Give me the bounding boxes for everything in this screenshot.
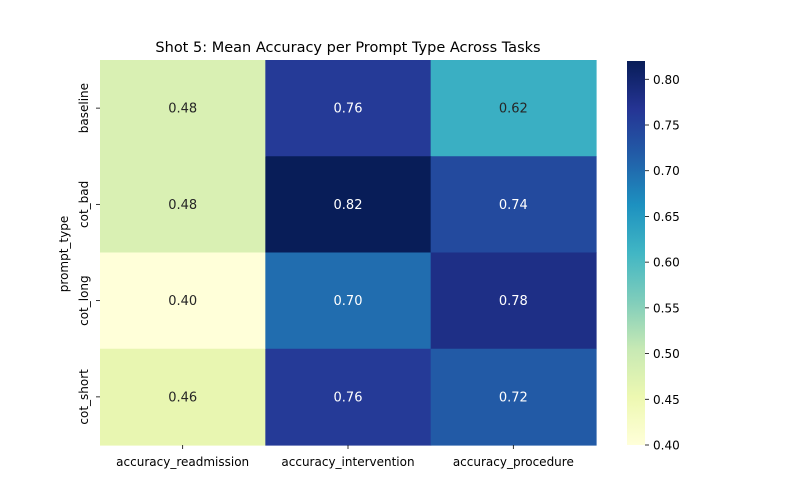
colorbar-tick-label-0.55: 0.55 — [653, 301, 680, 315]
heatmap-cell-cot_long-accuracy_readmission — [100, 252, 266, 350]
colorbar: 0.40 0.45 0.50 0.55 0.60 0.65 0.70 0.75 0.80 — [627, 61, 680, 453]
y-tick-label-cot_bad: cot_bad — [77, 181, 91, 228]
chart-title: Shot 5: Mean Accuracy per Prompt Type Ac… — [155, 40, 540, 56]
heatmap-cell-cot_bad-accuracy_readmission — [100, 156, 266, 254]
y-axis-label: prompt_type — [57, 216, 71, 292]
heatmap-cell-baseline-accuracy_procedure — [430, 60, 597, 157]
cell-value-label-cot_bad-accuracy_readmission: 0.48 — [168, 198, 197, 213]
colorbar-tick-label-0.75: 0.75 — [653, 119, 680, 133]
colorbar-ticks: 0.40 0.45 0.50 0.55 0.60 0.65 0.70 0.75 0.80 — [645, 73, 680, 453]
x-tick-label-accuracy_intervention: accuracy_intervention — [281, 455, 414, 469]
x-tick-label-accuracy_readmission: accuracy_readmission — [116, 455, 249, 469]
colorbar-tick-label-0.70: 0.70 — [653, 164, 680, 178]
colorbar-tick-label-0.65: 0.65 — [653, 210, 680, 224]
y-axis: baseline cot_bad cot_long cot_short — [77, 83, 100, 425]
cell-value-label-cot_short-accuracy_readmission: 0.46 — [168, 390, 197, 405]
heatmap-cell-labels: 0.48 0.76 0.62 0.48 0.82 0.74 0.40 0.70 0.78 0.46… — [168, 102, 528, 406]
heatmap-cell-cot_long-accuracy_intervention — [265, 252, 432, 350]
colorbar-tick-label-0.45: 0.45 — [653, 393, 680, 407]
heatmap-cell-cot_long-accuracy_procedure — [430, 252, 597, 350]
heatmap-cell-cot_bad-accuracy_intervention — [265, 156, 432, 254]
y-tick-label-cot_long: cot_long — [77, 275, 91, 326]
cell-value-label-baseline-accuracy_readmission: 0.48 — [168, 102, 197, 117]
heatmap-cell-baseline-accuracy_readmission — [100, 60, 266, 157]
cell-value-label-baseline-accuracy_intervention: 0.76 — [334, 102, 363, 117]
colorbar-tick-label-0.50: 0.50 — [653, 347, 680, 361]
cell-value-label-cot_bad-accuracy_intervention: 0.82 — [334, 198, 363, 213]
x-tick-label-accuracy_procedure: accuracy_procedure — [453, 455, 574, 469]
colorbar-tick-label-0.60: 0.60 — [653, 256, 680, 270]
colorbar-gradient — [627, 61, 645, 445]
heatmap-cell-cot_short-accuracy_intervention — [265, 348, 432, 446]
y-tick-label-cot_short: cot_short — [77, 369, 91, 425]
cell-value-label-cot_short-accuracy_procedure: 0.72 — [499, 390, 528, 405]
heatmap-cell-baseline-accuracy_intervention — [265, 60, 432, 157]
cell-value-label-cot_bad-accuracy_procedure: 0.74 — [499, 198, 528, 213]
cell-value-label-cot_long-accuracy_readmission: 0.40 — [168, 294, 197, 309]
cell-value-label-baseline-accuracy_procedure: 0.62 — [499, 102, 528, 117]
heatmap-cell-cot_short-accuracy_procedure — [430, 348, 597, 446]
x-axis: accuracy_readmission accuracy_interventio… — [116, 445, 574, 469]
heatmap-cells — [100, 60, 597, 446]
cell-value-label-cot_long-accuracy_procedure: 0.78 — [499, 294, 528, 309]
heatmap-cell-cot_short-accuracy_readmission — [100, 348, 266, 446]
cell-value-label-cot_short-accuracy_intervention: 0.76 — [334, 390, 363, 405]
colorbar-tick-label-0.80: 0.80 — [653, 73, 680, 87]
y-tick-label-baseline: baseline — [77, 83, 91, 133]
heatmap-cell-cot_bad-accuracy_procedure — [430, 156, 597, 254]
colorbar-tick-label-0.40: 0.40 — [653, 439, 680, 453]
cell-value-label-cot_long-accuracy_intervention: 0.70 — [334, 294, 363, 309]
